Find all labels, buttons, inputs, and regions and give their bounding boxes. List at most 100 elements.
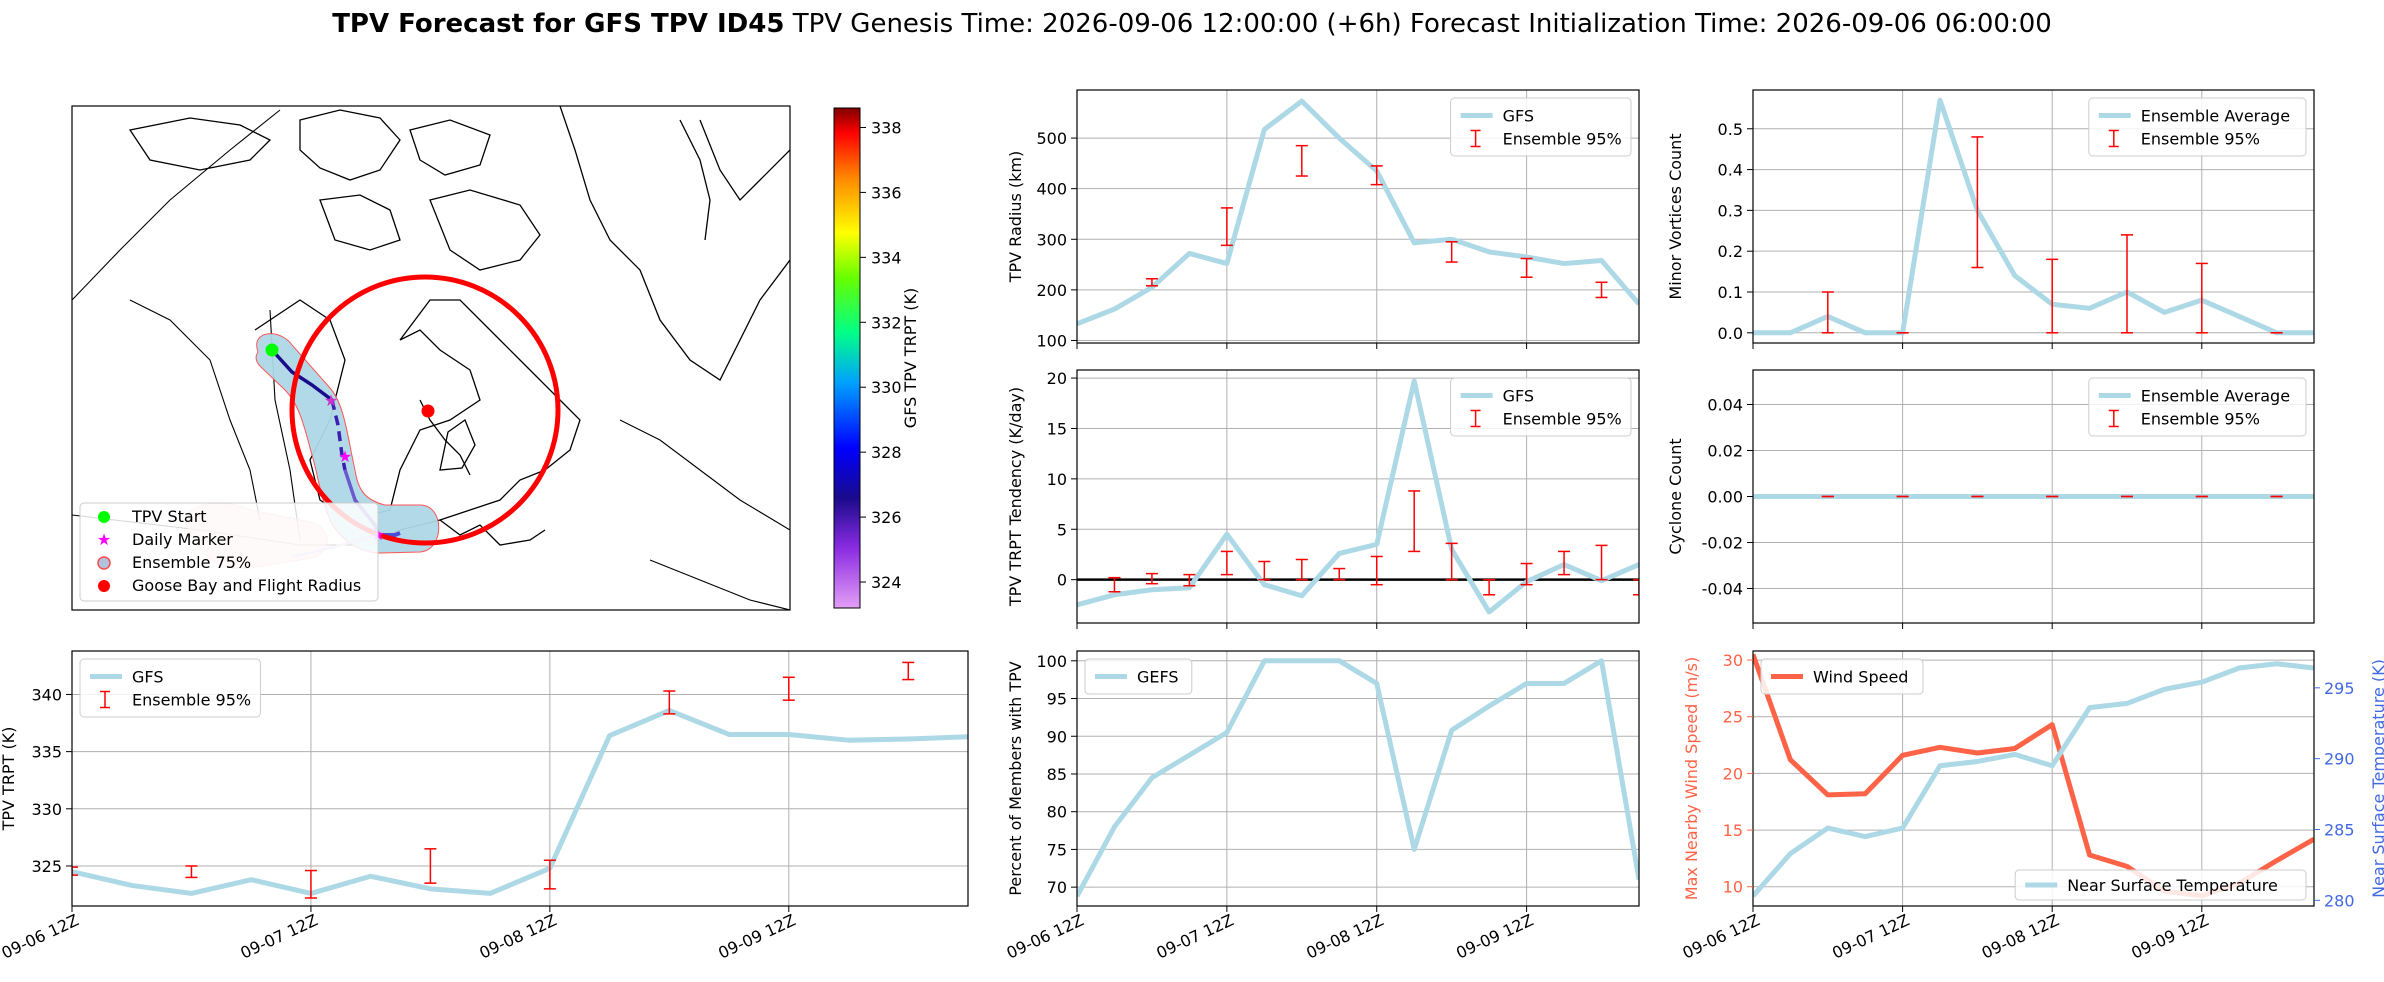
ytick-label: 70 bbox=[1047, 878, 1067, 897]
xtick-label: 09-09 12Z bbox=[2128, 910, 2211, 962]
colorbar-tick-label: 330 bbox=[871, 378, 902, 397]
ytick-label: 400 bbox=[1036, 180, 1067, 199]
errorbar bbox=[782, 676, 795, 701]
border-alaska bbox=[72, 109, 281, 301]
errorbar bbox=[1258, 560, 1271, 581]
series-line bbox=[1753, 97, 2314, 336]
daily-marker-2: ★ bbox=[338, 447, 352, 466]
title-init: Forecast Initialization Time: 2026-09-06… bbox=[1410, 9, 2052, 39]
coast-greenland-north bbox=[699, 119, 790, 202]
errorbar bbox=[1183, 573, 1196, 587]
ylabel: TPV Radius (km) bbox=[1006, 151, 1025, 284]
legend-daily-icon: ★ bbox=[97, 530, 111, 549]
ytick-label: 0.2 bbox=[1718, 242, 1743, 261]
xtick-label: 09-09 12Z bbox=[715, 910, 798, 962]
chart-members: 70 75 80 85 90 95 100 Percent of Members with T… bbox=[1004, 650, 1640, 963]
legend-label: Ensemble 95% bbox=[132, 691, 251, 710]
legend-ensemble-label: Ensemble 75% bbox=[132, 553, 251, 572]
ytick-label: 20 bbox=[1047, 369, 1067, 388]
coast-island-3 bbox=[409, 119, 491, 176]
coast-island-2 bbox=[299, 109, 401, 181]
errorbar bbox=[1445, 241, 1458, 263]
data-layer bbox=[1753, 97, 2314, 336]
axes-frame bbox=[1752, 650, 2315, 907]
data-layer bbox=[1077, 378, 1639, 615]
axes-frame bbox=[1076, 650, 1640, 907]
ytick-label: 0.4 bbox=[1718, 161, 1743, 180]
ylabel: Max Nearby Wind Speed (m/s) bbox=[1682, 657, 1701, 900]
ytick-label: 340 bbox=[31, 685, 62, 704]
legend-box bbox=[2088, 377, 2307, 437]
chart-wind_temp: 10 15 20 25 30 280 285 290 295 Near Surface Tempe… bbox=[1680, 650, 2384, 963]
ylabel: TPV TRPT (K) bbox=[0, 727, 18, 832]
xtick-label: 09-08 12Z bbox=[476, 910, 559, 962]
coast-island-4 bbox=[319, 194, 401, 251]
axes-frame bbox=[71, 650, 969, 907]
border-east-2 bbox=[649, 559, 790, 610]
errorbar bbox=[543, 859, 556, 890]
colorbar-tick-label: 326 bbox=[871, 508, 902, 527]
errorbar bbox=[1145, 277, 1158, 287]
track-segment-1 bbox=[270, 348, 334, 402]
errorbar bbox=[1520, 562, 1533, 586]
errorbar bbox=[1445, 542, 1458, 581]
legend-label: GFS bbox=[1503, 107, 1534, 126]
ytick-label: 100 bbox=[1036, 331, 1067, 350]
legend: Ensemble Average Ensemble 95% bbox=[2088, 377, 2307, 437]
ytick-label: 330 bbox=[31, 800, 62, 819]
coast-newfoundland bbox=[439, 418, 476, 471]
ytick-label: 20 bbox=[1723, 764, 1743, 783]
legend: GEFS bbox=[1084, 658, 1193, 695]
track-segment-2 bbox=[330, 399, 347, 471]
errorbar bbox=[902, 661, 915, 681]
legend-label: Ensemble 95% bbox=[2141, 410, 2260, 429]
legend-label: GFS bbox=[1503, 387, 1534, 406]
xtick-label: 09-07 12Z bbox=[237, 910, 320, 962]
daily-marker-1: ★ bbox=[324, 391, 338, 410]
legend-label: Ensemble Average bbox=[2141, 107, 2290, 126]
ytick-right-label: 295 bbox=[2324, 679, 2355, 698]
chart-radius: 100 200 300 400 500 TPV Radius (km) GFS Ensembl… bbox=[1006, 89, 1640, 350]
xtick-label: 09-07 12Z bbox=[1153, 910, 1236, 962]
colorbar-gradient bbox=[833, 107, 861, 609]
border-provinces-1 bbox=[129, 299, 261, 521]
errorbar bbox=[1370, 555, 1383, 586]
coast-baffin bbox=[429, 189, 541, 271]
map-panel: ★ ★ ★ TPV Start ★ Daily Marker Ensemble … bbox=[71, 105, 920, 611]
ytick-label: 80 bbox=[1047, 803, 1067, 822]
errorbar bbox=[1558, 550, 1571, 576]
errorbar bbox=[1333, 567, 1346, 581]
legend: GFS Ensemble 95% bbox=[79, 658, 261, 718]
errorbar bbox=[1295, 558, 1308, 581]
errorbar bbox=[1220, 550, 1233, 576]
errorbar bbox=[1633, 578, 1639, 596]
axes-frame bbox=[1076, 89, 1640, 344]
errorbar bbox=[1108, 576, 1121, 593]
legend: GFS Ensemble 95% bbox=[1450, 97, 1632, 157]
ylabel: Cyclone Count bbox=[1666, 438, 1685, 554]
xtick-label: 09-07 12Z bbox=[1829, 910, 1912, 962]
ytick-right-label: 285 bbox=[2324, 821, 2355, 840]
ytick-label: 335 bbox=[31, 743, 62, 762]
xtick-label: 09-06 12Z bbox=[1680, 910, 1763, 962]
errorbar bbox=[185, 865, 198, 879]
ylabel: Minor Vortices Count bbox=[1666, 133, 1685, 299]
ylabel: Percent of Members with TPV bbox=[1006, 661, 1025, 895]
ytick-label: 0.02 bbox=[1707, 442, 1743, 461]
legend-label: Near Surface Temperature bbox=[2067, 876, 2278, 895]
errorbar bbox=[2195, 262, 2208, 334]
errorbar bbox=[424, 848, 437, 884]
colorbar-label: GFS TPV TRPT (K) bbox=[901, 288, 920, 428]
legend-label: Ensemble 95% bbox=[1503, 410, 1622, 429]
ytick-right-label: 280 bbox=[2324, 891, 2355, 910]
errorbar bbox=[663, 690, 676, 715]
series-line bbox=[72, 707, 968, 896]
legend: GFS Ensemble 95% bbox=[1450, 377, 1632, 437]
legend: Wind Speed bbox=[1760, 658, 1924, 695]
errorbar bbox=[1971, 136, 1984, 269]
coast-labrador bbox=[399, 299, 581, 471]
errorbar bbox=[2046, 258, 2059, 334]
xtick-label: 09-08 12Z bbox=[1303, 910, 1386, 962]
chart-minor_vortices: 0.0 0.1 0.2 0.3 0.4 0.5 Minor Vortices Count En… bbox=[1666, 89, 2315, 349]
series-line-near-surface-temperature bbox=[1753, 661, 2314, 898]
